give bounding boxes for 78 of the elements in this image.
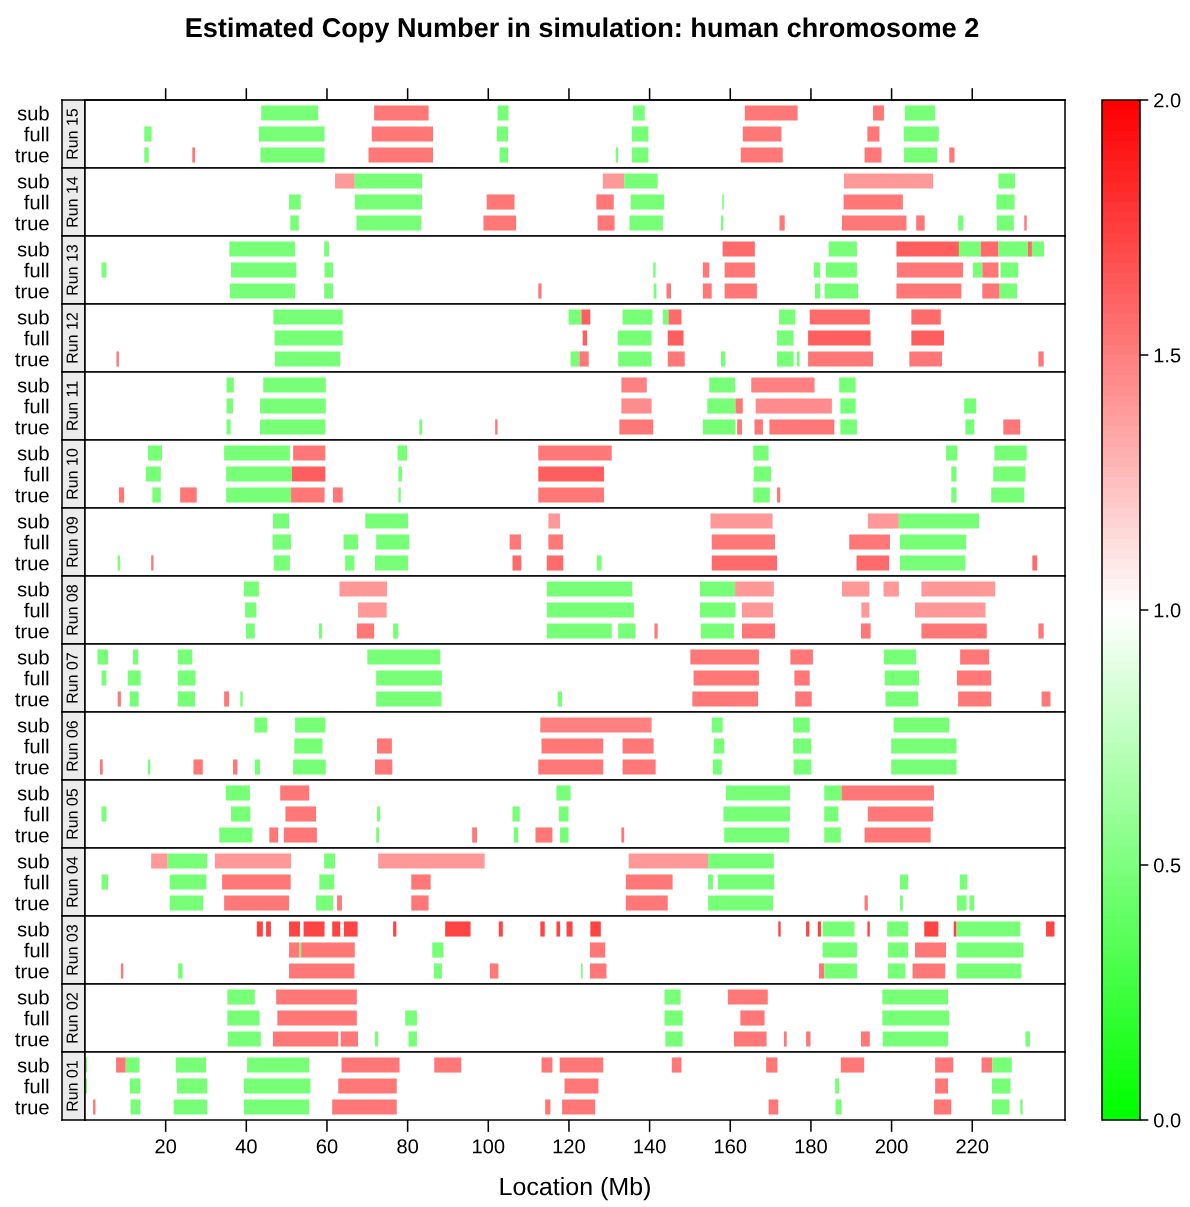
y-tick-label: full [24, 670, 49, 686]
y-tick-label: true [15, 217, 49, 231]
y-axis-title: Run 01 [66, 1061, 78, 1111]
y-axis-title: Run 07 [66, 653, 78, 703]
y-axis-title: Run 04 [66, 856, 78, 907]
y-axis-title: Run 02 [66, 993, 78, 1043]
y-axis-title: Run 10 [66, 448, 78, 499]
y-axis-title: Run 14 [66, 176, 78, 227]
y-tick-label: full [24, 466, 49, 482]
y-tick-label: true [15, 897, 49, 911]
y-tick-label: sub [17, 785, 49, 801]
color-bar-label: 1.5 [1154, 348, 1181, 363]
y-axis-title: Run 09 [66, 517, 78, 567]
y-tick-label: full [24, 1010, 49, 1026]
y-tick-label: full [24, 806, 49, 822]
x-tick-label: 60 [316, 1139, 338, 1154]
y-axis-title: Run 03 [66, 924, 78, 975]
y-tick-label: true [15, 489, 49, 503]
y-tick-label: full [24, 738, 49, 754]
y-tick-label: true [15, 1101, 49, 1115]
color-bar-label: 2.0 [1154, 93, 1181, 108]
x-tick-label: 220 [956, 1139, 989, 1154]
y-tick-label: sub [17, 105, 49, 121]
y-tick-label: full [24, 398, 49, 414]
y-axis-title: Run 08 [66, 584, 78, 635]
x-tick-label: 140 [634, 1139, 666, 1154]
x-tick-label: 40 [235, 1139, 257, 1154]
y-tick-label: true [15, 1033, 49, 1047]
y-tick-label: true [15, 353, 49, 367]
y-tick-label: full [24, 602, 49, 618]
y-tick-label: sub [17, 173, 49, 189]
y-tick-label: full [24, 262, 49, 278]
y-tick-label: true [15, 965, 49, 979]
y-tick-label: true [15, 829, 49, 843]
y-tick-label: full [24, 194, 49, 210]
y-tick-label: full [24, 126, 49, 142]
y-axis-title: Run 06 [66, 720, 78, 771]
y-tick-label: true [15, 693, 49, 707]
y-tick-label: true [15, 557, 49, 571]
y-tick-label: true [15, 149, 49, 163]
color-bar-label: 0.5 [1153, 858, 1181, 873]
x-tick-label: 200 [875, 1139, 908, 1154]
y-axis-title: Run 11 [66, 381, 78, 430]
x-tick-label: 80 [397, 1139, 419, 1154]
x-tick-label: 100 [473, 1139, 505, 1154]
y-tick-label: sub [17, 513, 49, 529]
y-axis-title: Run 13 [66, 244, 78, 295]
y-tick-label: sub [17, 989, 49, 1005]
y-tick-label: sub [17, 581, 49, 597]
y-tick-label: true [15, 421, 49, 435]
y-tick-label: full [24, 330, 49, 346]
y-tick-label: sub [17, 241, 49, 257]
y-tick-label: full [24, 874, 49, 890]
y-tick-label: true [15, 285, 49, 299]
y-tick-label: true [15, 761, 49, 775]
y-tick-label: sub [17, 1057, 49, 1073]
y-tick-label: sub [17, 717, 49, 733]
chart-title: Estimated Copy Number in simulation: human chromosome 2 [186, 17, 979, 43]
y-axis-title: Run 15 [66, 108, 78, 159]
x-axis-title: Location (Mb) [500, 1176, 650, 1201]
y-axis-title: Run 12 [66, 313, 78, 363]
y-tick-label: sub [17, 377, 49, 393]
x-tick-label: 120 [553, 1139, 585, 1154]
x-tick-label: 160 [715, 1139, 747, 1154]
y-tick-label: sub [17, 309, 49, 325]
y-tick-label: sub [17, 853, 49, 869]
y-tick-label: sub [17, 445, 49, 461]
x-tick-label: 180 [795, 1139, 827, 1154]
y-tick-label: full [24, 534, 49, 550]
color-bar-label: 0.0 [1153, 1113, 1181, 1128]
y-tick-label: true [15, 625, 49, 639]
x-tick-label: 20 [155, 1139, 177, 1154]
y-tick-label: sub [17, 649, 49, 665]
y-axis-title: Run 05 [66, 788, 78, 839]
y-tick-label: full [24, 942, 49, 958]
y-tick-label: full [24, 1078, 49, 1094]
y-tick-label: sub [17, 921, 49, 937]
color-bar-label: 1.0 [1154, 603, 1181, 618]
